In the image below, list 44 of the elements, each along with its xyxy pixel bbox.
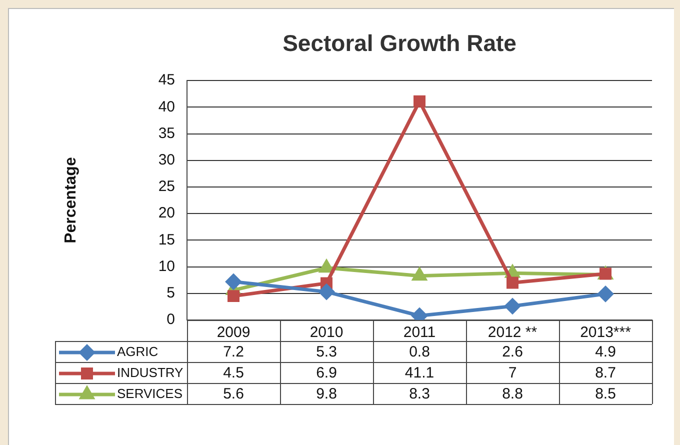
data-label: 8.7 [595,364,616,382]
x-tick-label: 2010 [310,324,344,342]
legend-label: INDUSTRY [117,365,184,380]
y-tick-label: 15 [158,231,175,248]
y-tick-label: 45 [158,72,175,89]
y-tick-label: 20 [158,204,175,222]
point [412,268,426,281]
x-tick-label: 2009 [216,324,250,342]
point [226,274,242,290]
legend-label: AGRIC [117,344,158,360]
data-label: 0.8 [409,344,430,361]
x-tick-label: 2011 [403,324,436,342]
data-label: 4.9 [595,344,616,361]
x-tick-label: 2012 ** [488,324,538,342]
point [228,290,240,302]
chart-title: Sectoral Growth Rate [282,30,516,56]
point [320,260,334,273]
data-label: 8.8 [502,386,523,403]
data-label: 9.8 [316,386,337,403]
data-label: 6.9 [316,364,337,382]
y-tick-label: 35 [158,124,175,142]
y-axis-title: Percentage [62,157,80,244]
data-label: 41.1 [404,364,434,382]
legend-label: SERVICES [117,386,183,402]
data-label: 7 [508,364,517,382]
point [414,95,426,108]
data-label: 8.3 [409,386,430,403]
data-label: 5.3 [316,344,337,361]
y-tick-label: 10 [158,258,175,275]
data-label: 8.5 [595,386,616,403]
point [506,276,518,289]
data-label: 4.5 [223,364,244,382]
point [598,286,614,302]
y-tick-label: 25 [158,178,175,196]
y-tick-label: 0 [166,311,175,328]
y-tick-label: 5 [166,284,175,302]
point [318,284,334,300]
data-label: 2.6 [502,344,523,361]
y-tick-label: 40 [158,98,175,116]
x-tick-label: 2013*** [580,324,632,342]
data-label: 5.6 [223,386,244,403]
data-label: 7.2 [223,344,244,361]
y-tick-label: 30 [158,152,175,169]
point [504,298,520,314]
